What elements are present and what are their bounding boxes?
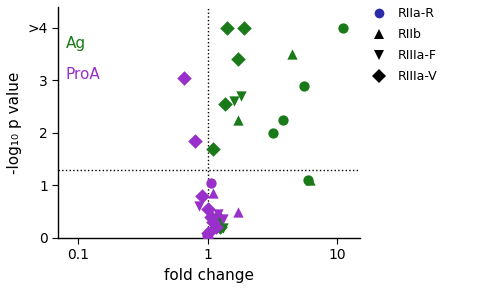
Point (180, 75, 188, 80)
Point (212, 225, 220, 230)
Point (234, 57, 241, 62)
Point (234, 209, 241, 214)
Point (218, 226, 226, 231)
Point (206, 180, 214, 185)
Legend: RIIa-R, RIIb, RIIIa-F, RIIIa-V: RIIa-R, RIIb, RIIIa-F, RIIIa-V (366, 7, 437, 83)
Point (300, 83, 308, 88)
Point (198, 193, 206, 198)
Point (204, 230, 212, 235)
Text: ProA: ProA (66, 67, 100, 82)
Point (209, 220, 217, 224)
Point (288, 52, 296, 57)
Point (304, 178, 312, 182)
Point (216, 225, 224, 230)
Point (237, 94, 245, 99)
Point (202, 233, 210, 238)
Point (209, 191, 217, 195)
Point (206, 215, 214, 219)
X-axis label: fold change: fold change (164, 268, 254, 283)
Point (209, 146, 217, 151)
Point (269, 130, 277, 135)
Point (194, 204, 202, 209)
Point (220, 102, 228, 106)
Point (204, 235, 212, 240)
Point (222, 26, 230, 30)
Point (214, 215, 222, 219)
Point (204, 206, 212, 211)
Y-axis label: -log₁₀ p value: -log₁₀ p value (7, 71, 22, 173)
Point (306, 178, 314, 182)
Point (240, 26, 248, 30)
Point (191, 138, 199, 143)
Text: Ag: Ag (66, 36, 86, 51)
Point (234, 117, 241, 122)
Point (214, 212, 222, 217)
Point (338, 26, 346, 30)
Point (279, 117, 287, 122)
Point (218, 217, 226, 222)
Point (230, 99, 238, 104)
